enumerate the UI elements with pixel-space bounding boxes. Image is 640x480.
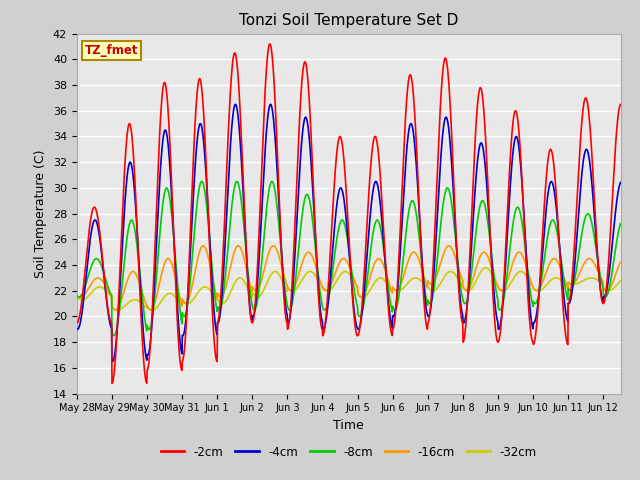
Text: TZ_fmet: TZ_fmet (85, 44, 138, 58)
Y-axis label: Soil Temperature (C): Soil Temperature (C) (35, 149, 47, 278)
Legend: -2cm, -4cm, -8cm, -16cm, -32cm: -2cm, -4cm, -8cm, -16cm, -32cm (156, 441, 541, 463)
X-axis label: Time: Time (333, 419, 364, 432)
Title: Tonzi Soil Temperature Set D: Tonzi Soil Temperature Set D (239, 13, 458, 28)
